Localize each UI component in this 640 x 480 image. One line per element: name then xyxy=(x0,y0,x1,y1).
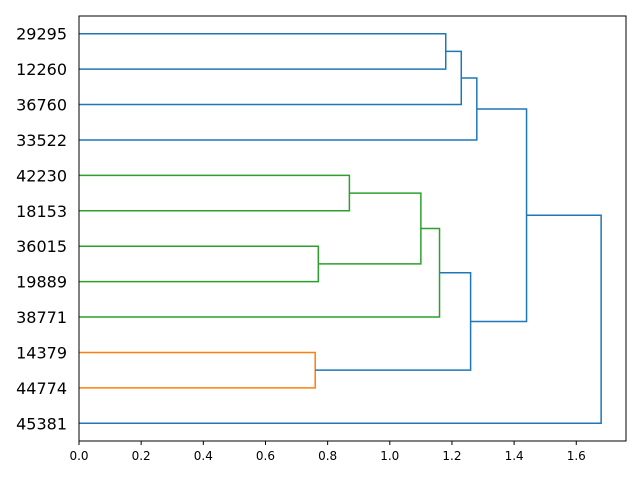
leaf-label: 38771 xyxy=(16,308,67,327)
plot-frame xyxy=(78,15,627,442)
dendrogram-link-5 xyxy=(79,245,320,283)
dendrogram-link-1 xyxy=(79,32,447,70)
dendrogram-link-11 xyxy=(79,214,602,425)
x-tick-label: 0.6 xyxy=(256,449,275,463)
dendrogram-link-6 xyxy=(318,192,422,265)
leaf-label: 36015 xyxy=(16,237,67,256)
x-tick-label: 0.8 xyxy=(318,449,337,463)
leaf-label: 36760 xyxy=(16,96,67,115)
x-tick-label: 0.0 xyxy=(69,449,88,463)
x-tick-label: 1.0 xyxy=(380,449,399,463)
dendrogram-link-4 xyxy=(79,174,351,212)
leaf-label: 29295 xyxy=(16,25,67,44)
x-tick-label: 1.6 xyxy=(567,449,586,463)
leaf-label: 45381 xyxy=(16,414,67,433)
x-axis: 0.0 0.2 0.4 0.6 0.8 1.0 1.2 1.4 1.6 xyxy=(69,441,586,463)
dendrogram-link-7 xyxy=(79,227,441,318)
dendrogram-link-8 xyxy=(79,351,316,389)
leaf-label: 14379 xyxy=(16,343,67,362)
leaf-label: 42230 xyxy=(16,166,67,185)
dendrogram-link-2 xyxy=(79,50,463,106)
dendrogram-link-3 xyxy=(79,77,478,141)
leaf-label: 12260 xyxy=(16,60,67,79)
leaf-label: 19889 xyxy=(16,273,67,292)
leaf-label: 33522 xyxy=(16,131,67,150)
x-tick-label: 0.4 xyxy=(194,449,213,463)
dendrogram-links xyxy=(79,32,602,425)
dendrogram-link-9 xyxy=(315,272,472,371)
leaf-labels: 29295 12260 36760 33522 42230 18153 36015 19889… xyxy=(16,25,67,434)
x-tick-label: 1.2 xyxy=(442,449,461,463)
x-tick-label: 1.4 xyxy=(505,449,524,463)
leaf-label: 44774 xyxy=(16,379,67,398)
leaf-label: 18153 xyxy=(16,202,67,221)
x-tick-label: 0.2 xyxy=(132,449,151,463)
dendrogram-link-10 xyxy=(470,108,528,323)
